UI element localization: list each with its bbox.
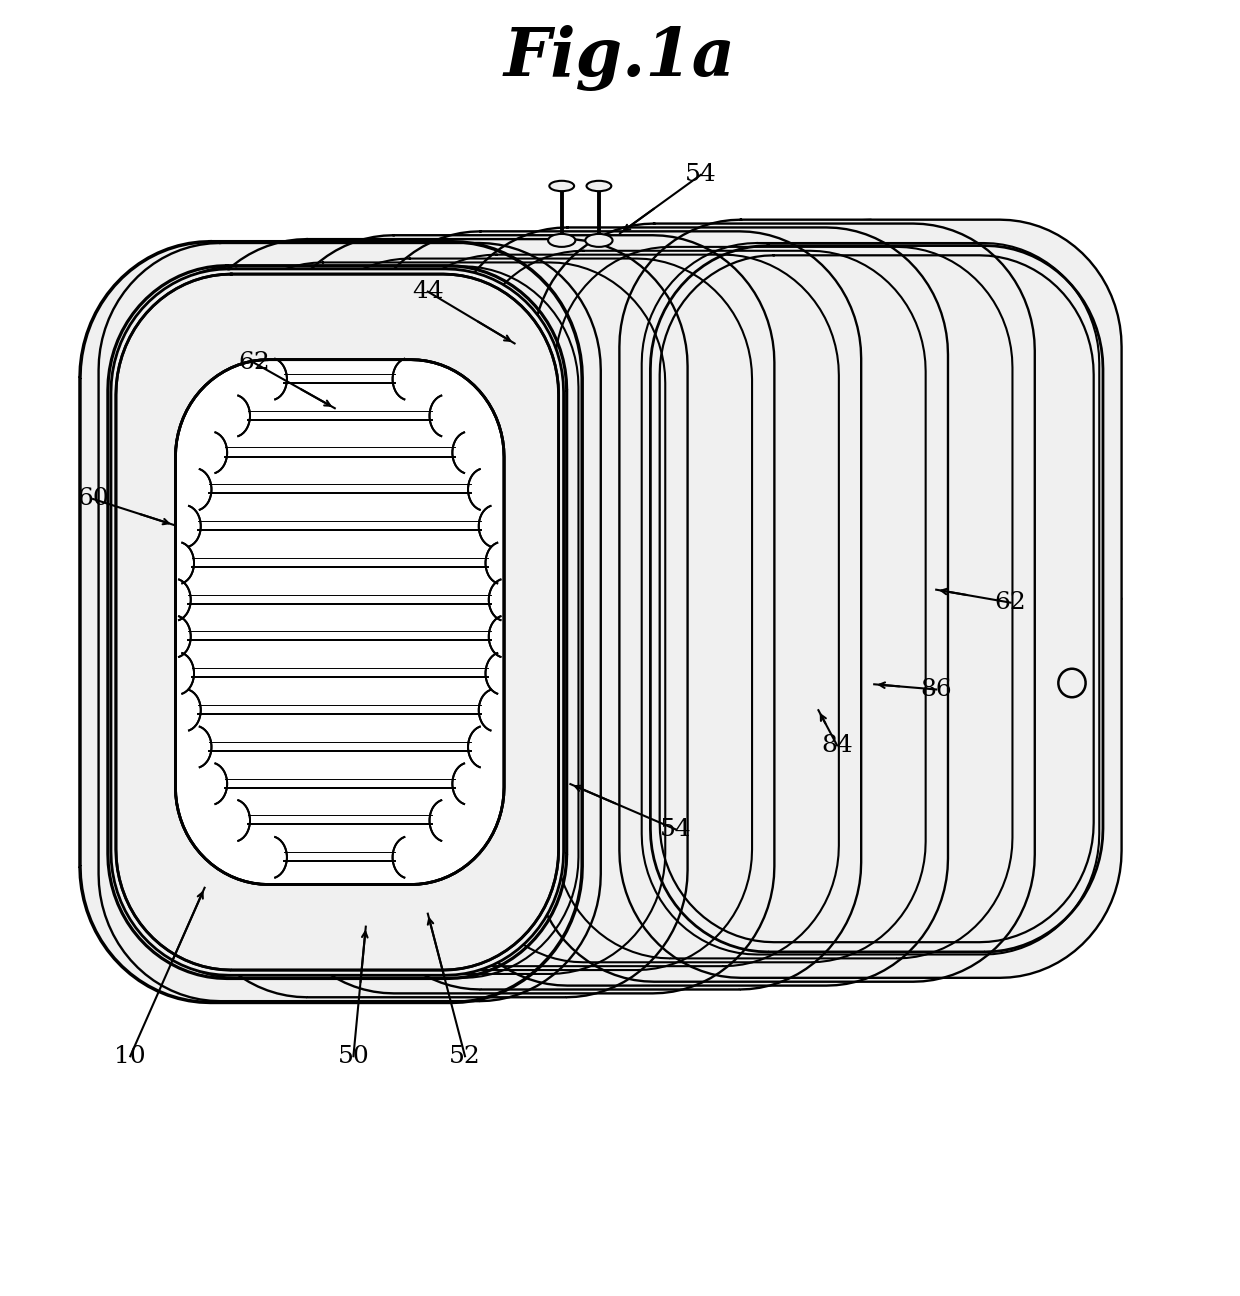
Text: 50: 50 — [337, 1045, 370, 1068]
Text: 44: 44 — [412, 280, 444, 303]
Polygon shape — [112, 270, 563, 976]
Text: 52: 52 — [449, 1045, 481, 1068]
Ellipse shape — [585, 233, 613, 246]
Polygon shape — [446, 228, 949, 985]
Text: 62: 62 — [238, 351, 270, 375]
Text: 84: 84 — [821, 734, 853, 757]
Polygon shape — [533, 223, 1035, 982]
Ellipse shape — [549, 180, 574, 191]
Polygon shape — [176, 360, 503, 884]
Polygon shape — [112, 246, 1104, 391]
Polygon shape — [186, 238, 687, 998]
Text: 86: 86 — [920, 678, 952, 701]
Ellipse shape — [548, 233, 575, 246]
Polygon shape — [99, 244, 601, 1001]
Text: 54: 54 — [684, 163, 717, 187]
Text: 10: 10 — [114, 1045, 146, 1068]
Polygon shape — [108, 266, 567, 978]
Ellipse shape — [587, 180, 611, 191]
Polygon shape — [273, 236, 774, 993]
Polygon shape — [176, 360, 503, 884]
Polygon shape — [651, 246, 1104, 951]
Polygon shape — [620, 220, 1122, 977]
Text: 62: 62 — [994, 591, 1027, 614]
Polygon shape — [81, 241, 583, 1003]
Text: 54: 54 — [660, 818, 692, 841]
Text: Fig.1a: Fig.1a — [505, 26, 735, 91]
Text: 60: 60 — [77, 487, 109, 511]
Polygon shape — [360, 231, 861, 990]
Polygon shape — [651, 246, 1104, 951]
Polygon shape — [112, 270, 563, 976]
